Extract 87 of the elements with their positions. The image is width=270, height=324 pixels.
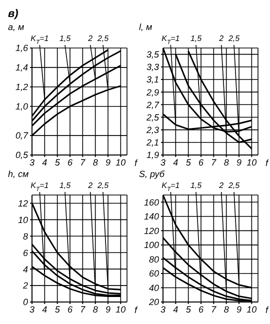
x-tick-label: 10 (116, 304, 126, 314)
x-axis-title: f (134, 158, 137, 168)
x-tick-label: 7 (80, 304, 86, 314)
y-tick-label: 2,1 (145, 138, 159, 148)
y-tick-label: 1,0 (15, 102, 28, 112)
y-tick-label: 2,7 (145, 100, 160, 110)
x-tick-label: 7 (80, 157, 86, 168)
text: 2 (218, 34, 224, 43)
y-axis-title: l, м (139, 22, 152, 32)
x-tick-label: 8 (224, 304, 229, 314)
x-axis-title: f (265, 158, 268, 168)
x-tick-label: 10 (246, 157, 257, 168)
y-tick-label: 80 (148, 254, 159, 264)
y-tick-label: 140 (144, 212, 159, 222)
text: 2 (87, 181, 94, 190)
y-tick-label: 1,9 (146, 150, 159, 160)
x-tick-label: 5 (54, 157, 61, 168)
text: 2,5 (96, 181, 110, 190)
x-tick-label: 5 (186, 304, 192, 314)
y-tick-label: 1,2 (15, 82, 28, 92)
x-tick-label: 3 (160, 157, 166, 168)
text: 1,5 (190, 34, 202, 43)
y-tick-label: 6 (22, 248, 28, 258)
x-tick-label: 4 (173, 157, 178, 168)
y-tick-label: 12 (18, 198, 28, 208)
y-tick-label: 0,7 (15, 130, 29, 141)
text: 2 (87, 34, 94, 43)
y-axis-title: a, м (8, 22, 24, 32)
x-tick-label: 8 (224, 157, 229, 168)
x-tick-label: 6 (198, 157, 204, 168)
text: 1,5 (59, 34, 72, 43)
text: K$_{T}$=1 (162, 34, 180, 46)
y-tick-label: 2,3 (145, 125, 159, 136)
y-tick-label: 40 (148, 282, 159, 293)
y-tick-label: 3,3 (146, 62, 159, 72)
x-tick-label: 9 (105, 157, 111, 168)
y-tick-label: 160 (144, 197, 159, 208)
x-tick-label: 6 (67, 157, 73, 168)
y-tick-label: 4 (22, 264, 28, 274)
text: 2,5 (227, 181, 240, 190)
x-tick-label: 8 (92, 157, 98, 168)
y-tick-label: 2,5 (145, 112, 160, 122)
y-tick-label: 1,6 (15, 43, 28, 54)
x-tick-label: 10 (246, 304, 257, 314)
y-tick-label: 2,9 (145, 87, 159, 98)
x-tick-label: 3 (160, 304, 166, 314)
y-tick-label: 60 (148, 268, 159, 279)
y-tick-label: 20 (148, 297, 159, 308)
text: K$_{T}$=1 (162, 181, 180, 193)
text: 1,5 (59, 181, 72, 190)
x-tick-label: 6 (198, 304, 204, 314)
x-tick-label: 4 (173, 304, 178, 314)
x-axis-title: f (134, 305, 137, 315)
x-tick-label: 3 (29, 157, 35, 168)
x-tick-label: 7 (211, 157, 218, 168)
x-tick-label: 4 (42, 157, 48, 168)
y-tick-label: 8 (22, 231, 28, 242)
text: K$_{T}$=1 (30, 34, 49, 46)
y-axis-title: S, руб (139, 169, 164, 179)
y-tick-label: 10 (18, 214, 28, 225)
text: 2,5 (227, 34, 240, 43)
text: 2,5 (96, 34, 110, 43)
x-tick-label: 9 (236, 304, 242, 314)
y-tick-label: 3,5 (146, 49, 160, 60)
x-tick-label: 9 (105, 304, 111, 314)
x-tick-label: 9 (236, 157, 242, 168)
text: 1,5 (190, 181, 202, 190)
x-tick-label: 4 (42, 304, 48, 314)
y-tick-label: 1,4 (15, 62, 28, 73)
y-axis-title: h, см (8, 169, 29, 179)
y-tick-label: 100 (144, 240, 159, 250)
y-tick-label: 3,1 (146, 74, 159, 85)
chart-title: в) (8, 8, 20, 22)
x-axis-title: f (265, 305, 268, 315)
x-tick-label: 3 (29, 304, 35, 314)
text: 2 (218, 181, 224, 190)
x-tick-label: 5 (54, 304, 61, 314)
x-tick-label: 7 (211, 304, 218, 314)
text: K$_{T}$=1 (30, 181, 49, 193)
x-tick-label: 8 (92, 304, 98, 314)
y-tick-label: 2 (22, 280, 28, 291)
y-tick-label: 120 (144, 226, 159, 236)
x-tick-label: 6 (67, 304, 73, 314)
x-tick-label: 10 (116, 157, 126, 168)
y-tick-label: 0,5 (15, 150, 29, 160)
y-tick-label: 0 (22, 297, 28, 308)
x-tick-label: 5 (186, 157, 192, 168)
